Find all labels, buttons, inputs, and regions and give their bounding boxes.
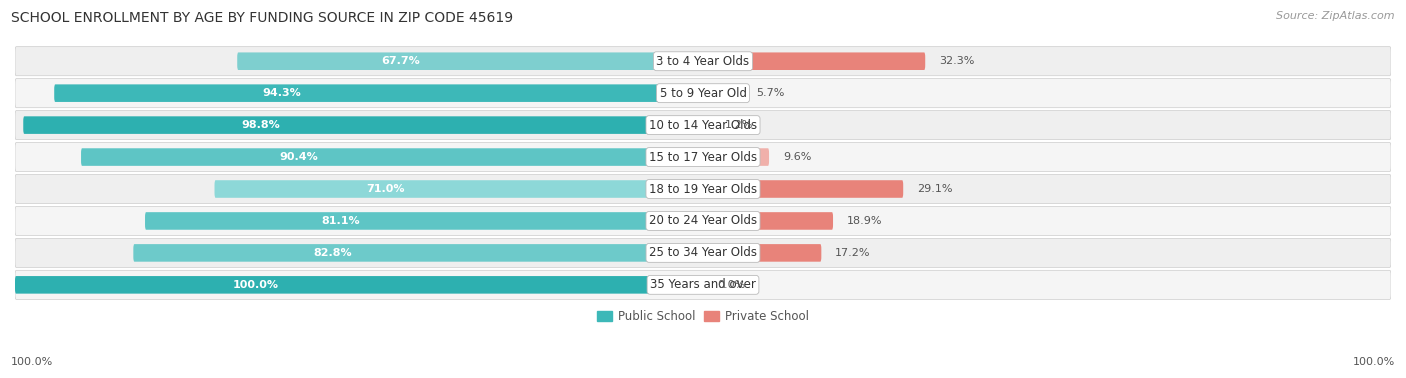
Text: 3 to 4 Year Olds: 3 to 4 Year Olds xyxy=(657,55,749,68)
Text: 18 to 19 Year Olds: 18 to 19 Year Olds xyxy=(650,183,756,195)
Text: 32.3%: 32.3% xyxy=(939,56,974,66)
Text: Source: ZipAtlas.com: Source: ZipAtlas.com xyxy=(1277,11,1395,21)
Text: SCHOOL ENROLLMENT BY AGE BY FUNDING SOURCE IN ZIP CODE 45619: SCHOOL ENROLLMENT BY AGE BY FUNDING SOUR… xyxy=(11,11,513,25)
Text: 71.0%: 71.0% xyxy=(366,184,405,194)
FancyBboxPatch shape xyxy=(134,244,703,262)
Text: 67.7%: 67.7% xyxy=(381,56,419,66)
FancyBboxPatch shape xyxy=(238,53,703,70)
Text: 17.2%: 17.2% xyxy=(835,248,870,258)
Text: 98.8%: 98.8% xyxy=(242,120,281,130)
Text: 9.6%: 9.6% xyxy=(783,152,811,162)
Text: 35 Years and over: 35 Years and over xyxy=(650,278,756,291)
FancyBboxPatch shape xyxy=(15,239,1391,268)
FancyBboxPatch shape xyxy=(215,180,703,198)
FancyBboxPatch shape xyxy=(15,206,1391,235)
FancyBboxPatch shape xyxy=(15,175,1391,203)
FancyBboxPatch shape xyxy=(55,84,703,102)
FancyBboxPatch shape xyxy=(145,212,703,230)
Text: 5.7%: 5.7% xyxy=(756,88,785,98)
Text: 10 to 14 Year Olds: 10 to 14 Year Olds xyxy=(650,119,756,132)
Text: 29.1%: 29.1% xyxy=(917,184,952,194)
FancyBboxPatch shape xyxy=(703,148,769,166)
FancyBboxPatch shape xyxy=(15,143,1391,172)
FancyBboxPatch shape xyxy=(15,270,1391,299)
FancyBboxPatch shape xyxy=(703,84,742,102)
Text: 81.1%: 81.1% xyxy=(321,216,360,226)
FancyBboxPatch shape xyxy=(15,111,1391,139)
Text: 94.3%: 94.3% xyxy=(262,88,301,98)
Text: 5 to 9 Year Old: 5 to 9 Year Old xyxy=(659,87,747,100)
Text: 20 to 24 Year Olds: 20 to 24 Year Olds xyxy=(650,214,756,228)
FancyBboxPatch shape xyxy=(15,79,1391,108)
FancyBboxPatch shape xyxy=(15,46,1391,76)
FancyBboxPatch shape xyxy=(82,148,703,166)
FancyBboxPatch shape xyxy=(703,180,903,198)
Text: 18.9%: 18.9% xyxy=(846,216,883,226)
Text: 100.0%: 100.0% xyxy=(11,357,53,367)
FancyBboxPatch shape xyxy=(24,116,703,134)
Text: 1.2%: 1.2% xyxy=(725,120,754,130)
Legend: Public School, Private School: Public School, Private School xyxy=(593,306,813,328)
Text: 25 to 34 Year Olds: 25 to 34 Year Olds xyxy=(650,246,756,259)
FancyBboxPatch shape xyxy=(15,276,703,294)
FancyBboxPatch shape xyxy=(703,212,832,230)
FancyBboxPatch shape xyxy=(703,53,925,70)
FancyBboxPatch shape xyxy=(703,116,711,134)
FancyBboxPatch shape xyxy=(703,244,821,262)
Text: 90.4%: 90.4% xyxy=(280,152,318,162)
Text: 0.0%: 0.0% xyxy=(717,280,745,290)
Text: 100.0%: 100.0% xyxy=(1353,357,1395,367)
Text: 100.0%: 100.0% xyxy=(233,280,278,290)
Text: 15 to 17 Year Olds: 15 to 17 Year Olds xyxy=(650,150,756,164)
Text: 82.8%: 82.8% xyxy=(314,248,352,258)
